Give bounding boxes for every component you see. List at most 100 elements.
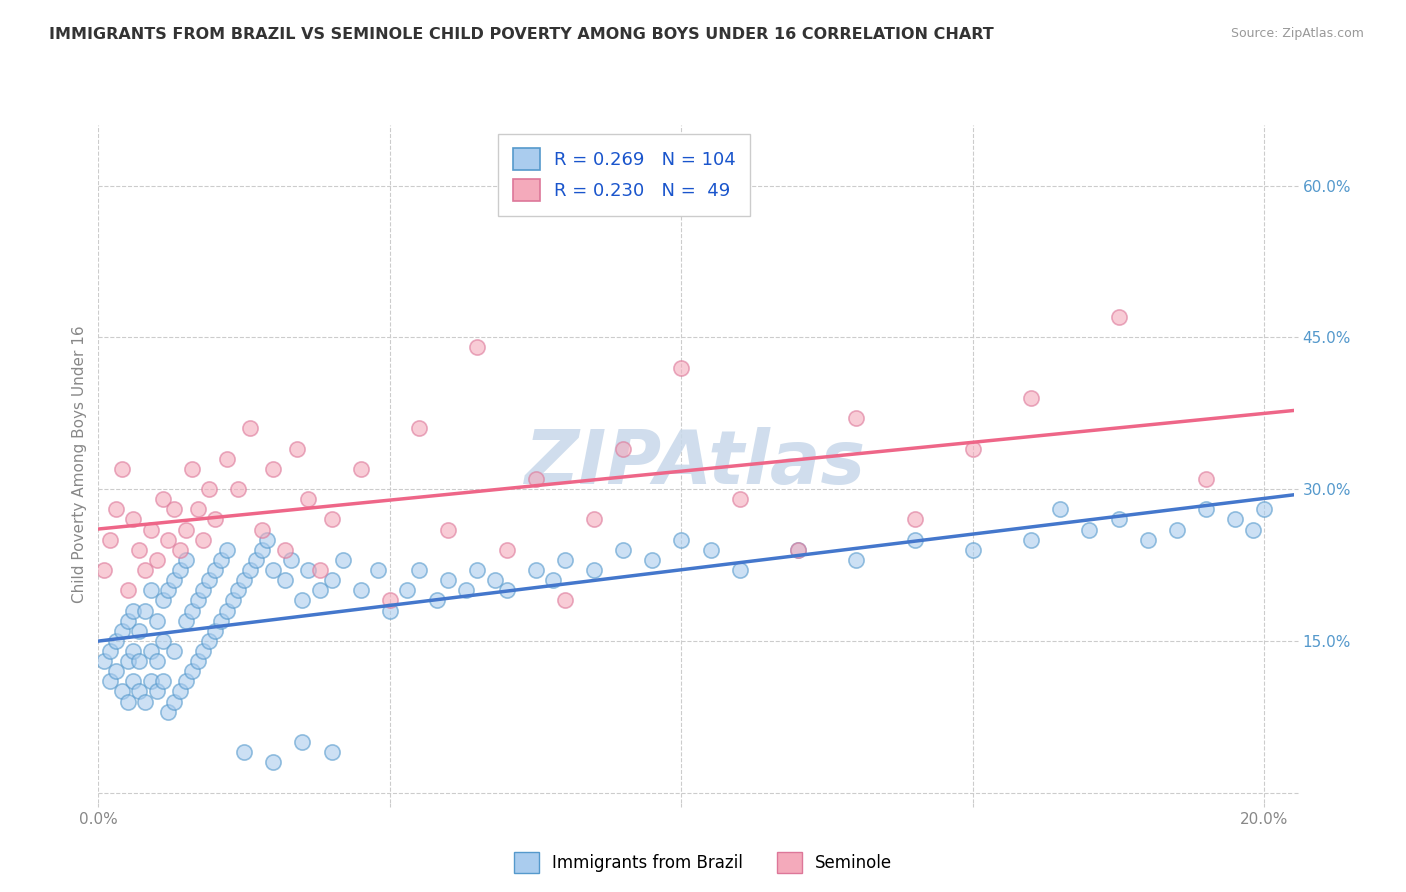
Point xyxy=(198,634,221,648)
Point xyxy=(139,644,162,658)
Point xyxy=(193,533,215,547)
Point xyxy=(1019,391,1042,405)
Point xyxy=(174,614,197,628)
Legend: Immigrants from Brazil, Seminole: Immigrants from Brazil, Seminole xyxy=(508,846,898,880)
Point xyxy=(117,583,139,598)
Point xyxy=(728,492,751,507)
Point xyxy=(117,614,139,628)
Point xyxy=(122,644,145,658)
Point xyxy=(152,492,174,507)
Point xyxy=(408,421,430,435)
Point xyxy=(845,411,868,425)
Point xyxy=(554,593,576,607)
Point xyxy=(321,512,343,526)
Point xyxy=(169,563,191,577)
Point xyxy=(367,563,389,577)
Point xyxy=(1108,310,1130,325)
Point xyxy=(321,573,343,587)
Point xyxy=(454,583,477,598)
Point xyxy=(1253,502,1275,516)
Point xyxy=(495,583,517,598)
Point xyxy=(145,614,167,628)
Point xyxy=(215,603,238,617)
Y-axis label: Child Poverty Among Boys Under 16: Child Poverty Among Boys Under 16 xyxy=(72,325,87,603)
Point xyxy=(671,533,693,547)
Point xyxy=(145,553,167,567)
Point xyxy=(378,593,401,607)
Text: ZIPAtlas: ZIPAtlas xyxy=(526,427,866,500)
Point xyxy=(903,533,925,547)
Point xyxy=(262,462,284,476)
Point xyxy=(962,542,984,557)
Point xyxy=(117,654,139,668)
Point xyxy=(157,705,180,719)
Point xyxy=(524,563,547,577)
Point xyxy=(425,593,447,607)
Point xyxy=(145,654,167,668)
Point xyxy=(93,654,115,668)
Point xyxy=(699,542,721,557)
Point xyxy=(157,533,180,547)
Point xyxy=(204,563,226,577)
Point xyxy=(239,421,262,435)
Point xyxy=(787,542,810,557)
Point xyxy=(134,695,156,709)
Point xyxy=(128,654,150,668)
Point xyxy=(285,442,308,456)
Point xyxy=(209,614,232,628)
Point xyxy=(111,462,134,476)
Point xyxy=(262,563,284,577)
Point xyxy=(297,563,319,577)
Point xyxy=(612,542,634,557)
Point xyxy=(128,542,150,557)
Point xyxy=(262,756,284,770)
Point xyxy=(396,583,419,598)
Point xyxy=(163,573,186,587)
Point xyxy=(554,553,576,567)
Point xyxy=(1136,533,1159,547)
Point xyxy=(122,603,145,617)
Point xyxy=(495,542,517,557)
Point xyxy=(350,583,373,598)
Point xyxy=(111,624,134,638)
Text: IMMIGRANTS FROM BRAZIL VS SEMINOLE CHILD POVERTY AMONG BOYS UNDER 16 CORRELATION: IMMIGRANTS FROM BRAZIL VS SEMINOLE CHILD… xyxy=(49,27,994,42)
Point xyxy=(128,624,150,638)
Point xyxy=(274,573,297,587)
Point xyxy=(291,593,314,607)
Point xyxy=(128,684,150,698)
Point xyxy=(378,603,401,617)
Point xyxy=(612,442,634,456)
Point xyxy=(209,553,232,567)
Point xyxy=(524,472,547,486)
Point xyxy=(98,533,121,547)
Point xyxy=(134,563,156,577)
Point xyxy=(134,603,156,617)
Point xyxy=(297,492,319,507)
Point xyxy=(408,563,430,577)
Point xyxy=(152,674,174,689)
Point xyxy=(233,573,256,587)
Point xyxy=(1241,523,1264,537)
Point xyxy=(163,695,186,709)
Point xyxy=(541,573,564,587)
Point xyxy=(239,563,262,577)
Point xyxy=(350,462,373,476)
Point xyxy=(204,512,226,526)
Point xyxy=(186,654,208,668)
Point xyxy=(221,593,243,607)
Point xyxy=(204,624,226,638)
Point xyxy=(228,583,250,598)
Point xyxy=(1225,512,1247,526)
Point xyxy=(139,523,162,537)
Point xyxy=(787,542,810,557)
Text: Source: ZipAtlas.com: Source: ZipAtlas.com xyxy=(1230,27,1364,40)
Point xyxy=(163,644,186,658)
Point xyxy=(280,553,302,567)
Point xyxy=(117,695,139,709)
Point xyxy=(98,644,121,658)
Point xyxy=(157,583,180,598)
Point xyxy=(245,553,267,567)
Point xyxy=(215,542,238,557)
Point xyxy=(186,593,208,607)
Point xyxy=(582,563,605,577)
